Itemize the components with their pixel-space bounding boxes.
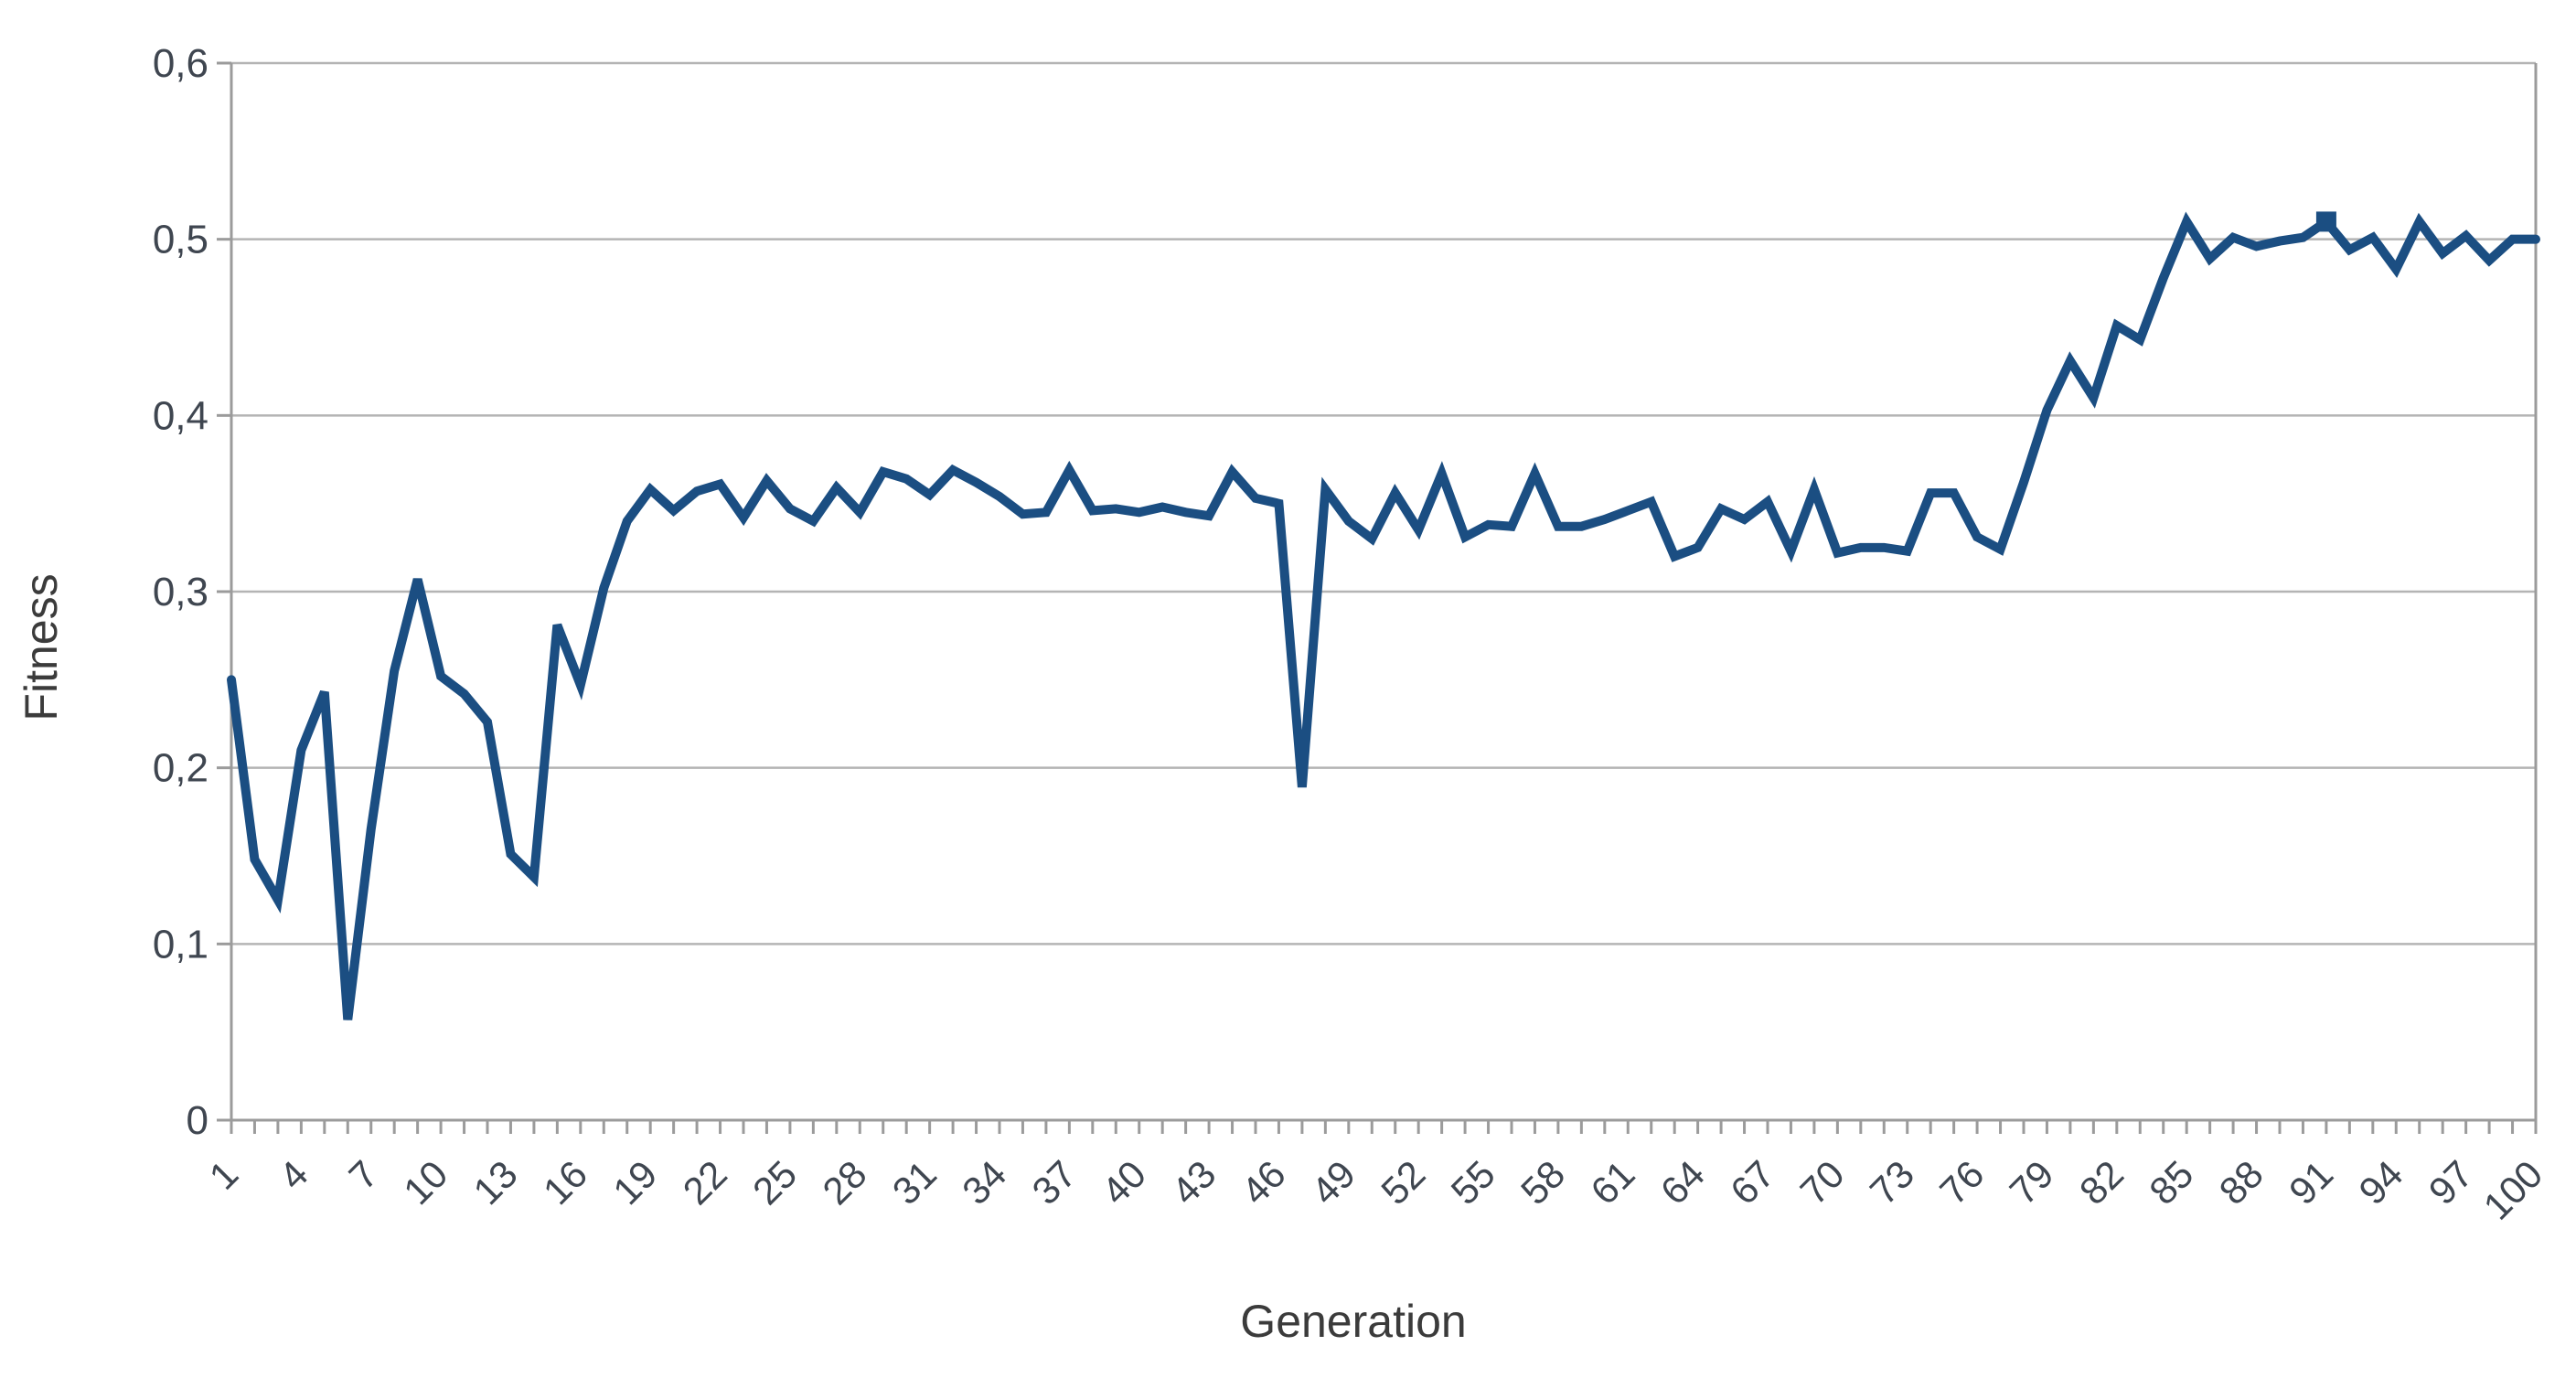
x-tick-label: 40 xyxy=(1094,1152,1154,1212)
series-layer xyxy=(227,211,2540,1020)
x-tick-label: 31 xyxy=(884,1152,945,1212)
axes-layer xyxy=(217,61,2538,1134)
y-tick-label: 0,5 xyxy=(153,218,208,262)
x-tick-label: 19 xyxy=(604,1152,665,1212)
y-tick-label: 0,3 xyxy=(153,570,208,614)
x-tick-label: 7 xyxy=(340,1152,386,1198)
x-tick-label: 91 xyxy=(2281,1152,2341,1212)
x-tick-label: 58 xyxy=(1512,1152,1573,1212)
x-tick-label: 1 xyxy=(201,1152,247,1198)
x-tick-label: 79 xyxy=(2002,1152,2062,1212)
x-tick-label: 46 xyxy=(1234,1152,1294,1212)
x-tick-label: 67 xyxy=(1722,1152,1782,1212)
y-axis-title: Fitness xyxy=(16,573,67,721)
x-tick-label: 70 xyxy=(1791,1152,1852,1212)
x-tick-label: 100 xyxy=(2475,1152,2551,1228)
tick-labels-layer: 0 0,1 0,2 0,3 0,4 0,5 0,6 1 4 7 10 13 16 19 22 25 28 31 34… xyxy=(153,41,2551,1228)
x-tick-label: 16 xyxy=(535,1152,595,1212)
x-tick-label: 97 xyxy=(2421,1152,2481,1212)
selected-point-marker[interactable] xyxy=(2315,211,2336,232)
x-tick-label: 10 xyxy=(395,1152,455,1212)
fitness-series-line[interactable] xyxy=(227,211,2540,1020)
x-tick-label: 49 xyxy=(1303,1152,1363,1212)
gridlines-layer xyxy=(231,61,2536,945)
y-tick-label: 0,6 xyxy=(153,41,208,86)
x-tick-label: 64 xyxy=(1652,1152,1713,1212)
x-tick-label: 85 xyxy=(2141,1152,2201,1212)
x-tick-label: 43 xyxy=(1163,1152,1224,1212)
x-tick-label: 88 xyxy=(2211,1152,2271,1212)
y-tick-label: 0,2 xyxy=(153,746,208,791)
x-tick-label: 55 xyxy=(1443,1152,1503,1212)
y-tick-label: 0 xyxy=(187,1098,208,1143)
x-tick-label: 13 xyxy=(465,1152,526,1212)
x-axis-title: Generation xyxy=(1240,1296,1466,1347)
x-tick-label: 61 xyxy=(1582,1152,1642,1212)
y-tick-label: 0,1 xyxy=(153,922,208,967)
x-tick-label: 25 xyxy=(744,1152,805,1212)
x-tick-label: 34 xyxy=(954,1152,1014,1212)
x-tick-label: 73 xyxy=(1862,1152,1922,1212)
x-tick-label: 52 xyxy=(1373,1152,1433,1212)
x-tick-label: 37 xyxy=(1023,1152,1084,1212)
x-tick-label: 76 xyxy=(1931,1152,1992,1212)
x-tick-label: 22 xyxy=(675,1152,735,1212)
x-tick-label: 94 xyxy=(2350,1152,2410,1212)
y-tick-label: 0,4 xyxy=(153,393,208,438)
x-tick-label: 82 xyxy=(2071,1152,2132,1212)
x-tick-label: 28 xyxy=(814,1152,874,1212)
x-tick-label: 4 xyxy=(271,1152,316,1198)
